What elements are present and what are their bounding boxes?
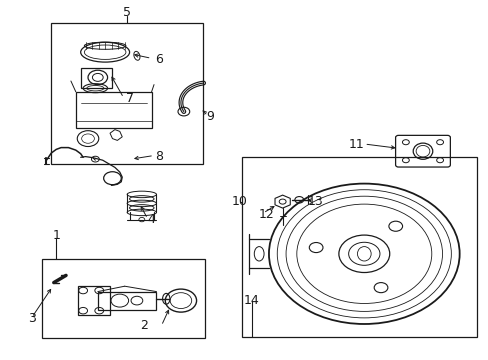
Text: 12: 12	[258, 208, 274, 221]
Text: 10: 10	[231, 195, 247, 208]
Bar	[98, 292, 156, 310]
Bar	[51, 23, 203, 164]
Bar	[78, 286, 110, 315]
Text: 9: 9	[206, 111, 214, 123]
Text: 13: 13	[307, 195, 323, 208]
Bar	[81, 68, 112, 88]
Text: 11: 11	[348, 138, 364, 150]
Bar	[242, 157, 476, 337]
Text: 3: 3	[28, 312, 36, 325]
Bar	[41, 259, 205, 338]
Bar	[76, 92, 151, 128]
Text: 8: 8	[155, 150, 163, 163]
Text: 2: 2	[140, 319, 148, 332]
Text: 4: 4	[147, 213, 155, 226]
Text: 14: 14	[244, 294, 259, 307]
Text: 6: 6	[155, 53, 163, 66]
Text: 1: 1	[52, 229, 60, 242]
Text: 5: 5	[123, 6, 131, 19]
Text: 7: 7	[125, 93, 133, 105]
